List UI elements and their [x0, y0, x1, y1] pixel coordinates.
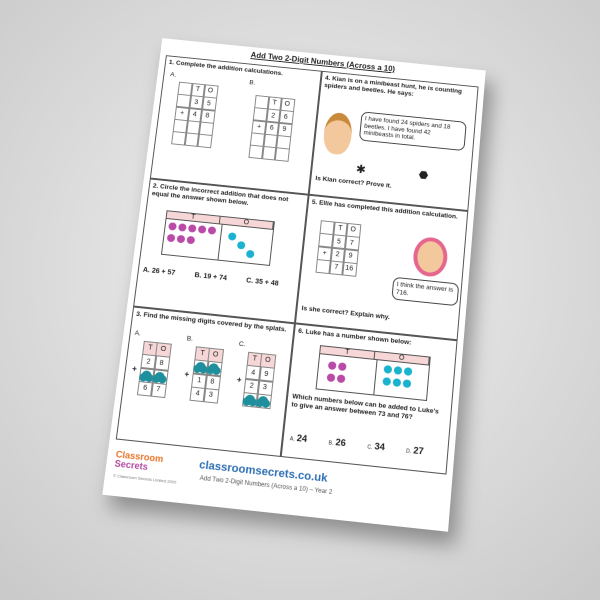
worksheet: Add Two 2-Digit Numbers (Across a 10) 1.…	[102, 38, 486, 532]
boy-icon	[322, 111, 354, 156]
grid-cell: 16	[341, 261, 358, 277]
option: B.26	[328, 436, 346, 448]
part-label: C.	[238, 340, 246, 349]
grid-cell: 7	[149, 382, 167, 399]
part-label: B.	[186, 335, 194, 343]
option: B. 19 + 74	[194, 272, 228, 283]
grid-cell	[196, 133, 213, 149]
option-letter: A.	[289, 436, 295, 443]
digit-grid: T O 5 7 +2 9 7 16	[315, 219, 362, 277]
splat	[257, 395, 269, 407]
option-number: 24	[296, 432, 308, 445]
question-4: 4. Kian is on a minibeast hunt, he is co…	[308, 70, 479, 212]
option: C.34	[367, 440, 385, 452]
part-label: A.	[134, 329, 142, 338]
question-5: 5. Ellie has completed this addition cal…	[294, 194, 469, 341]
question-3: 3. Find the missing digits covered by th…	[115, 306, 295, 457]
logo: Classroom Secrets	[114, 449, 164, 473]
plus-sign: +	[236, 375, 243, 385]
spider-icon: ✱	[355, 162, 367, 177]
splat	[195, 361, 207, 373]
option: A.24	[289, 432, 307, 444]
splat	[154, 371, 166, 383]
option-letter: B.	[328, 440, 334, 447]
digit-grid: T O 3 5 +4 8	[170, 81, 219, 149]
option-number: 34	[374, 440, 386, 453]
option: C. 35 + 48	[245, 277, 279, 288]
grid-cell: 3	[202, 387, 220, 404]
question: Is Kian correct? Prove it.	[315, 175, 392, 190]
part-label: B.	[248, 79, 256, 87]
question-1: 1. Complete the addition calculations. A…	[149, 55, 322, 195]
part-label: A.	[169, 71, 177, 79]
option: A. 26 + 57	[142, 266, 176, 277]
option-letter: D.	[405, 448, 412, 456]
grid-cell	[254, 393, 272, 410]
option-number: 27	[412, 445, 425, 457]
option: D. 27	[406, 444, 424, 456]
grid-cell	[273, 147, 290, 163]
question: Is she correct? Explain why.	[301, 305, 391, 322]
splat	[244, 394, 256, 406]
beetle-icon: ⬣	[418, 169, 429, 182]
option-letter: C.	[366, 444, 373, 452]
speech-bubble: I think the answer is 716.	[391, 276, 460, 307]
copyright: © Classroom Secrets Limited 2020	[112, 472, 177, 485]
splat	[208, 363, 220, 375]
digit-grid: T O 2 6 +6 9	[248, 94, 296, 163]
girl-icon	[411, 235, 449, 279]
plus-sign: +	[131, 364, 138, 374]
prompt: 4. Kian is on a minibeast hunt, he is co…	[323, 74, 463, 98]
splat	[141, 369, 153, 381]
speech-bubble: I have found 24 spiders and 18 beetles. …	[358, 111, 467, 152]
question-2: 2. Circle the incorrect addition that do…	[133, 178, 309, 324]
option-number: 26	[335, 436, 347, 449]
plus-sign: +	[183, 369, 190, 380]
